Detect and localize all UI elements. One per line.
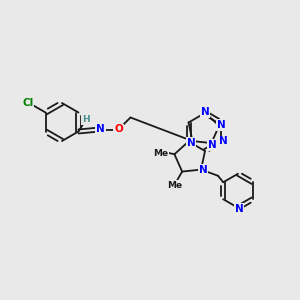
Text: O: O xyxy=(114,124,123,134)
Text: N: N xyxy=(217,120,226,130)
Text: Me: Me xyxy=(168,181,183,190)
Text: N: N xyxy=(219,136,228,146)
Text: Cl: Cl xyxy=(22,98,34,107)
Text: N: N xyxy=(96,124,105,134)
Text: N: N xyxy=(199,165,207,175)
Text: N: N xyxy=(201,107,209,117)
Text: Me: Me xyxy=(153,149,168,158)
Text: N: N xyxy=(235,204,243,214)
Text: N: N xyxy=(208,140,217,150)
Text: H: H xyxy=(82,115,89,124)
Text: N: N xyxy=(187,138,196,148)
